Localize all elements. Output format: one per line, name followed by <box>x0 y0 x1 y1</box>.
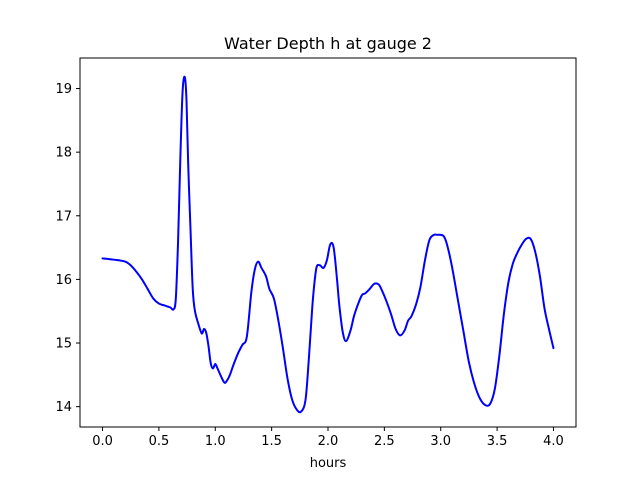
y-tick-label: 19 <box>55 82 72 97</box>
x-tick-label: 1.5 <box>261 434 282 449</box>
y-tick-label: 17 <box>55 209 72 224</box>
x-axis-label: hours <box>310 456 347 471</box>
chart-title: Water Depth h at gauge 2 <box>224 34 432 53</box>
y-axis-ticks: 14 15 16 17 18 19 <box>55 82 80 415</box>
x-axis-ticks: 0.0 0.5 1.0 1.5 2.0 2.5 3.0 3.5 4.0 <box>92 427 564 449</box>
data-layer <box>101 75 555 414</box>
x-tick-label: 1.0 <box>205 434 226 449</box>
x-tick-label: 4.0 <box>543 434 564 449</box>
y-tick-label: 14 <box>55 400 72 415</box>
plot-area <box>80 58 576 427</box>
x-tick-label: 0.0 <box>92 434 113 449</box>
plot-frame <box>79 57 577 428</box>
x-tick-label: 0.5 <box>149 434 170 449</box>
x-tick-label: 2.5 <box>374 434 395 449</box>
y-tick-label: 15 <box>55 337 72 352</box>
y-tick-label: 16 <box>55 273 72 288</box>
x-tick-label: 3.5 <box>487 434 508 449</box>
x-tick-label: 3.0 <box>430 434 451 449</box>
x-tick-label: 2.0 <box>318 434 339 449</box>
series-line-1 <box>101 75 555 414</box>
y-tick-label: 18 <box>55 146 72 161</box>
